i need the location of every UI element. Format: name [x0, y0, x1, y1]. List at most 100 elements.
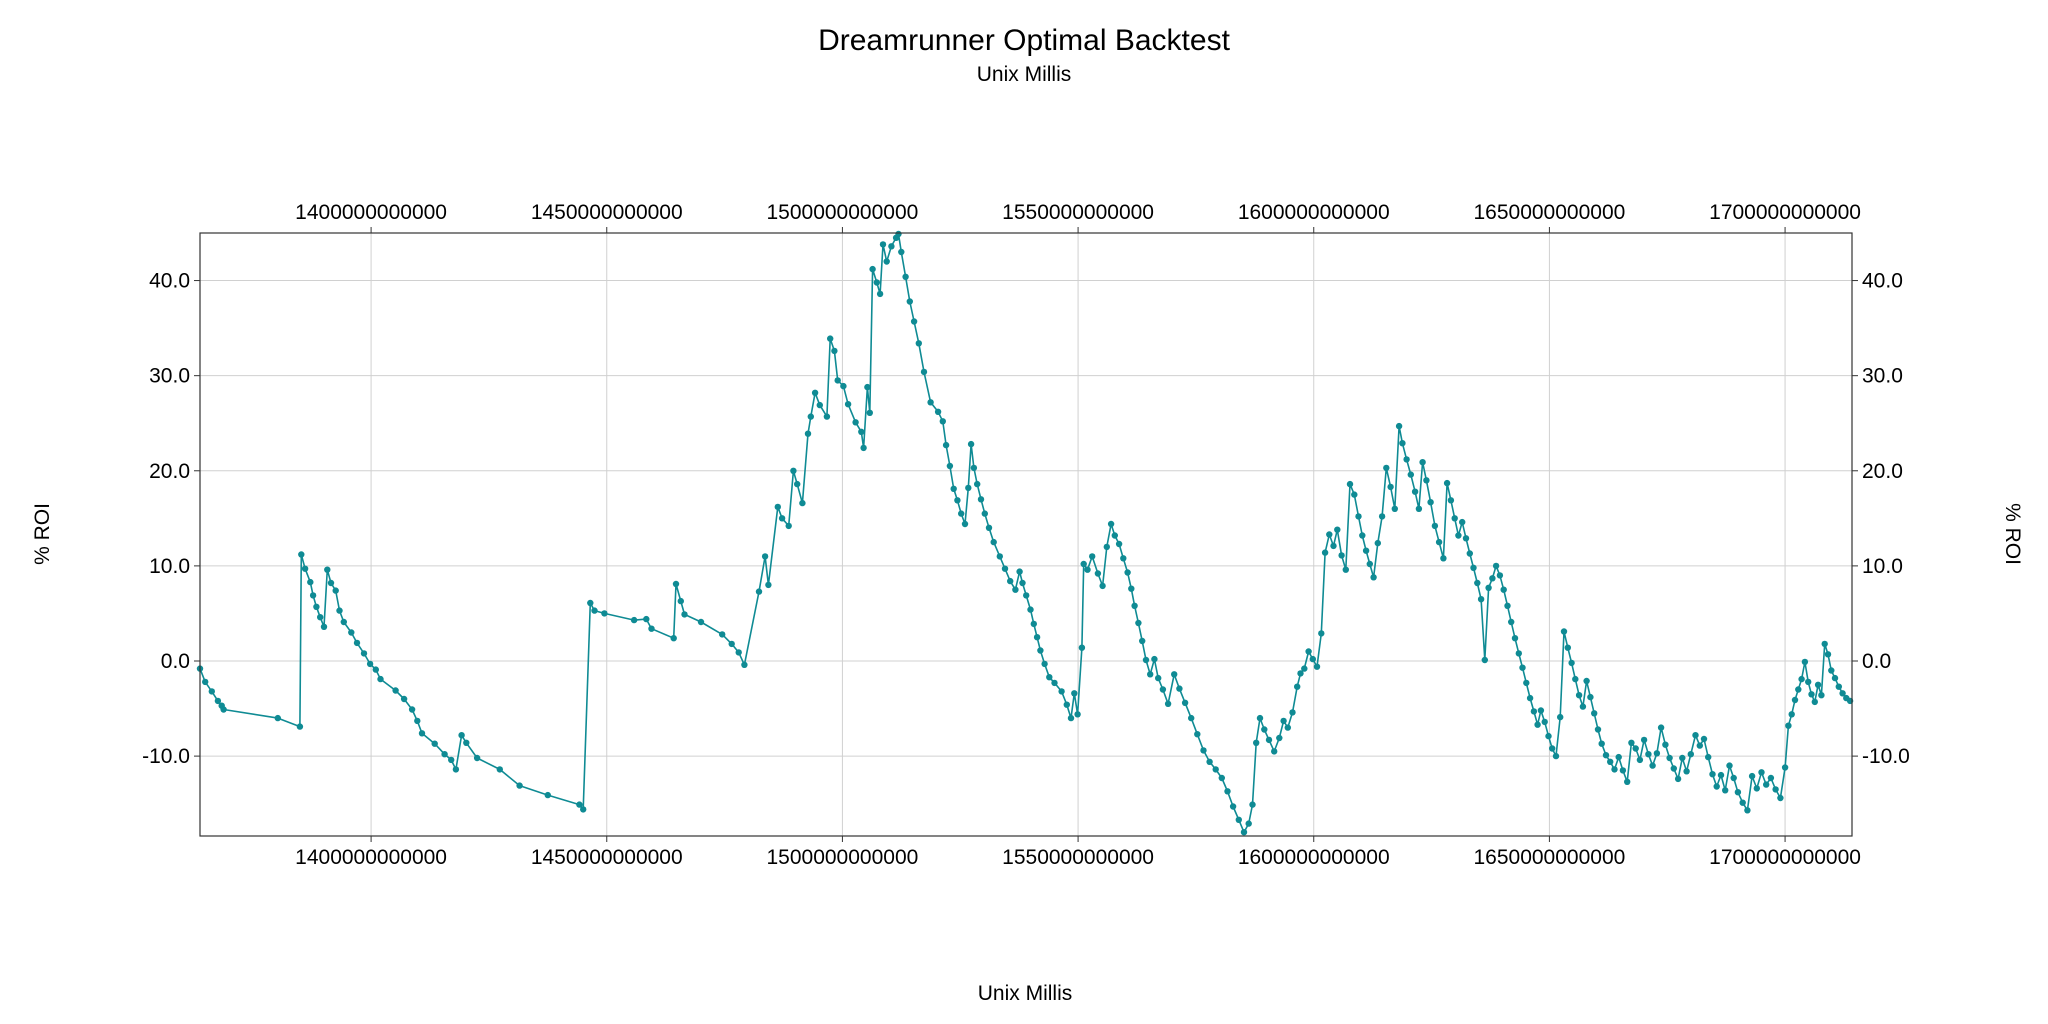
- data-point: [996, 553, 1003, 560]
- data-point: [1289, 709, 1296, 716]
- axis-ticks: 1400000000000 1400000000000 1450000000000 1…: [142, 201, 1910, 869]
- data-point: [463, 739, 470, 746]
- data-point: [1051, 679, 1058, 687]
- data-point: [1511, 635, 1519, 642]
- data-point: [1772, 786, 1779, 793]
- data-point: [1261, 726, 1268, 733]
- data-point: [320, 623, 328, 630]
- data-point: [778, 515, 786, 522]
- data-point: [906, 298, 913, 305]
- data-point: [576, 801, 583, 808]
- data-point: [728, 640, 735, 648]
- data-point: [1265, 736, 1273, 744]
- data-point: [681, 611, 688, 618]
- data-point: [1362, 547, 1370, 554]
- data-point: [950, 485, 957, 492]
- data-point: [1470, 564, 1477, 571]
- data-point: [332, 587, 339, 594]
- data-point: [981, 510, 988, 517]
- data-point: [1194, 731, 1201, 738]
- data-point: [1355, 513, 1362, 520]
- data-point: [1099, 582, 1106, 590]
- data-point: [864, 383, 871, 391]
- data-point: [1814, 681, 1822, 688]
- y-axis-label-left: % ROI: [31, 503, 54, 565]
- data-point: [414, 717, 421, 725]
- data-point: [697, 618, 705, 626]
- data-point: [1828, 667, 1835, 674]
- data-point: [1374, 539, 1382, 547]
- data-point: [873, 279, 880, 286]
- data-point: [1523, 679, 1530, 687]
- data-point: [1705, 753, 1712, 761]
- data-point: [1726, 762, 1733, 769]
- data-point: [643, 615, 650, 623]
- data-point: [307, 578, 314, 586]
- data-point: [1063, 701, 1071, 708]
- data-point: [587, 599, 594, 607]
- data-point: [400, 695, 408, 703]
- data-point: [1835, 683, 1843, 690]
- data-point: [1443, 479, 1451, 487]
- y-tick-label-left: 40.0: [149, 270, 190, 293]
- data-point: [1579, 703, 1587, 710]
- data-point: [1074, 711, 1081, 718]
- data-point: [353, 639, 361, 647]
- data-point: [601, 610, 608, 617]
- data-point: [1788, 711, 1795, 718]
- data-point: [827, 335, 834, 342]
- x-tick-label-top: 1700000000000: [1709, 201, 1861, 224]
- data-point: [1415, 505, 1423, 512]
- y-tick-label-right: 40.0: [1862, 270, 1903, 293]
- data-point: [1709, 771, 1716, 778]
- data-point: [1624, 778, 1631, 785]
- data-point: [970, 464, 978, 472]
- data-point: [360, 650, 368, 657]
- data-point: [1089, 553, 1096, 560]
- data-point: [1466, 550, 1474, 557]
- data-point: [1224, 788, 1231, 795]
- data-point: [811, 389, 819, 396]
- data-point: [785, 522, 792, 530]
- data-point: [1346, 480, 1354, 488]
- data-point: [1679, 754, 1686, 762]
- data-point: [1391, 505, 1399, 512]
- x-tick-label-top: 1500000000000: [766, 201, 918, 224]
- data-point: [1777, 794, 1784, 802]
- data-point: [1338, 552, 1345, 559]
- data-point: [831, 347, 838, 355]
- data-point: [1670, 765, 1678, 772]
- y-axis-label-right: % ROI: [2001, 503, 2024, 565]
- data-point: [1218, 774, 1226, 782]
- data-point: [677, 597, 684, 605]
- data-point: [1700, 735, 1708, 743]
- data-point: [1321, 549, 1329, 556]
- data-point: [1687, 751, 1695, 758]
- data-point: [1027, 606, 1034, 613]
- data-point: [1067, 714, 1075, 722]
- data-point: [1591, 710, 1598, 717]
- data-point: [1120, 555, 1127, 562]
- y-tick-label-left: 0.0: [161, 650, 190, 673]
- data-point: [1619, 767, 1627, 774]
- data-point: [860, 444, 867, 452]
- data-point: [220, 706, 227, 713]
- data-point: [1801, 658, 1809, 666]
- data-point: [985, 524, 993, 531]
- data-point: [1628, 739, 1635, 746]
- data-point: [774, 503, 781, 511]
- data-point: [1229, 803, 1237, 810]
- data-point: [888, 243, 895, 250]
- data-point: [1423, 477, 1430, 484]
- data-point: [630, 616, 638, 624]
- data-point: [1334, 526, 1341, 533]
- data-point: [1387, 483, 1394, 491]
- data-point: [1124, 569, 1131, 576]
- data-point: [1653, 750, 1661, 757]
- data-point: [1033, 634, 1041, 641]
- data-point: [761, 553, 769, 560]
- data-point: [1568, 659, 1575, 667]
- data-point: [1301, 665, 1308, 672]
- data-point: [804, 430, 812, 437]
- data-point: [1607, 758, 1614, 765]
